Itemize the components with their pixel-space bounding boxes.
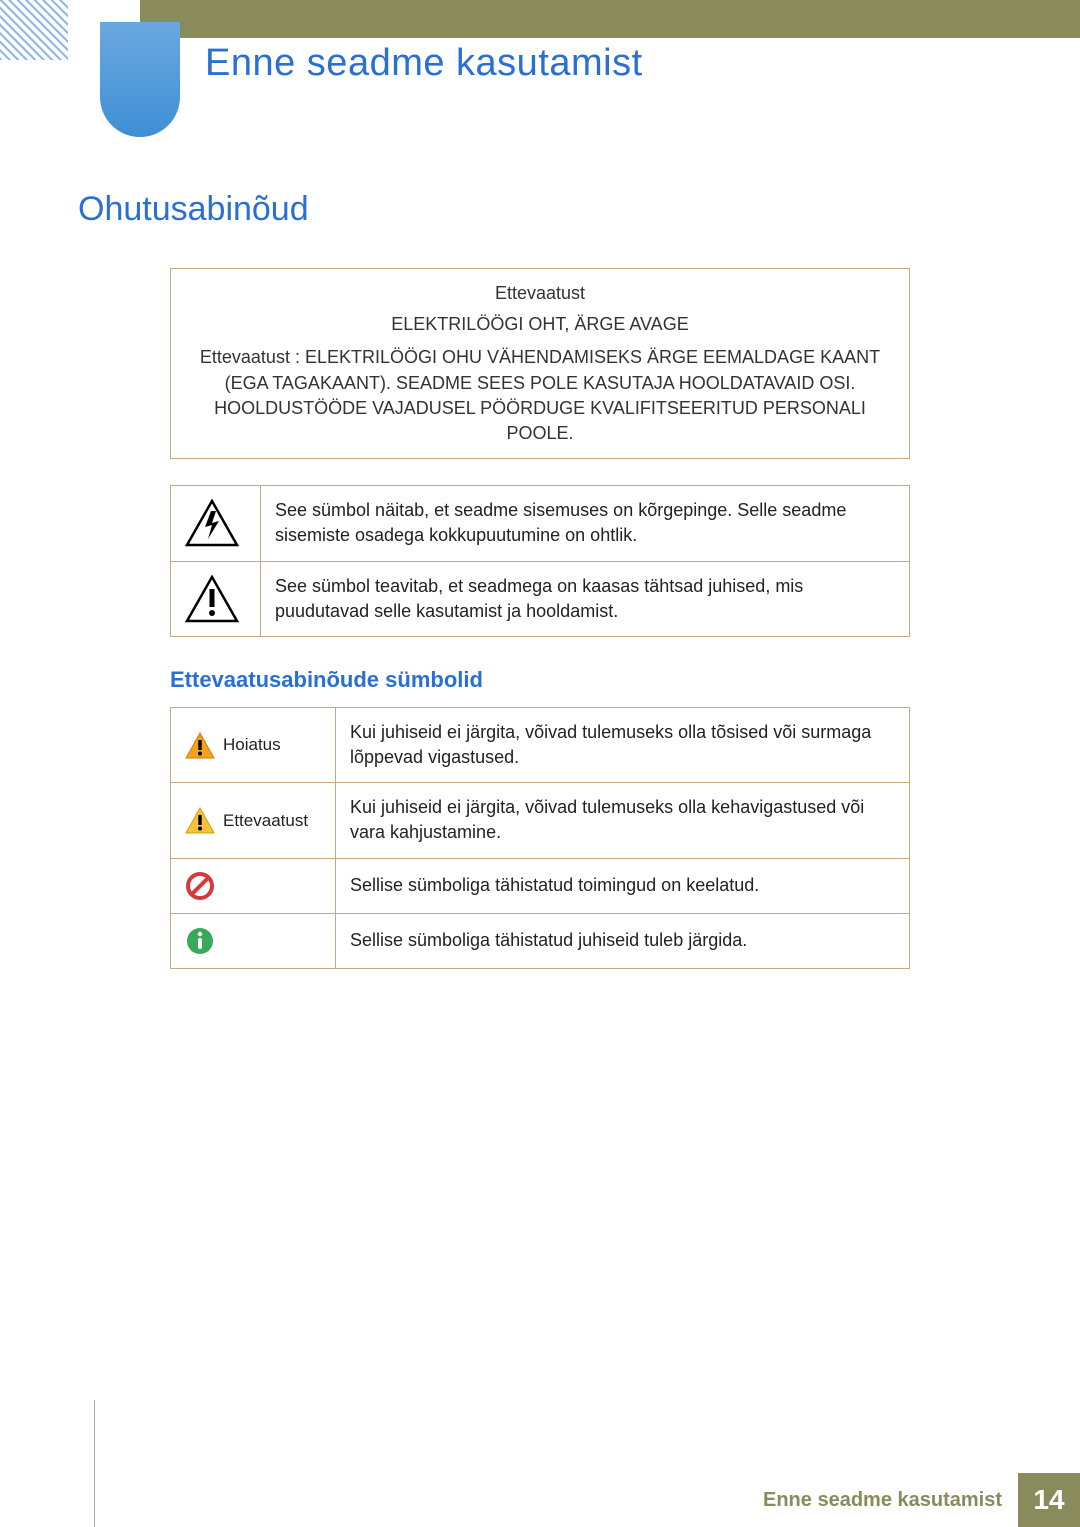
high-voltage-text: See sümbol näitab, et seadme sisemuses o… (261, 486, 910, 561)
table-row: Hoiatus Kui juhiseid ei järgita, võivad … (171, 707, 910, 782)
subheading-symbols: Ettevaatusabinõude sümbolid (170, 667, 910, 693)
caution-line3: Ettevaatust : ELEKTRILÖÖGI OHU VÄHENDAMI… (187, 345, 893, 446)
left-vertical-rule (94, 1400, 95, 1527)
legend-mandatory-cell (171, 913, 336, 968)
prohibited-circle-icon (185, 871, 215, 901)
caution-line2: ELEKTRILÖÖGI OHT, ÄRGE AVAGE (187, 312, 893, 337)
section-title: Ohutusabinõud (78, 190, 309, 229)
warning-orange-triangle-icon (185, 732, 215, 759)
legend-prohibited-text: Sellise sümboliga tähistatud toimingud o… (336, 858, 910, 913)
table-row: See sümbol näitab, et seadme sisemuses o… (171, 486, 910, 561)
exclamation-triangle-icon (185, 575, 239, 623)
caution-yellow-triangle-icon (185, 807, 215, 834)
legend-warning-text: Kui juhiseid ei järgita, võivad tulemuse… (336, 707, 910, 782)
legend-caution-text: Kui juhiseid ei järgita, võivad tulemuse… (336, 783, 910, 858)
chapter-title: Enne seadme kasutamist (205, 42, 643, 85)
high-voltage-icon-cell (171, 486, 261, 561)
footer-page-number: 14 (1018, 1473, 1080, 1527)
table-row: See sümbol teavitab, et seadmega on kaas… (171, 561, 910, 636)
info-green-circle-icon (185, 926, 215, 956)
content-area: Ettevaatust ELEKTRILÖÖGI OHT, ÄRGE AVAGE… (170, 268, 910, 969)
legend-caution-label: Ettevaatust (223, 809, 308, 833)
legend-warning-label: Hoiatus (223, 733, 281, 757)
important-info-icon-cell (171, 561, 261, 636)
chapter-tab-decoration (100, 22, 180, 137)
legend-caution-cell: Ettevaatust (171, 783, 336, 858)
legend-warning-cell: Hoiatus (171, 707, 336, 782)
page-root: Enne seadme kasutamist Ohutusabinõud Ett… (0, 0, 1080, 1527)
caution-line1: Ettevaatust (187, 281, 893, 306)
corner-hatch-decoration (0, 0, 68, 60)
legend-prohibited-cell (171, 858, 336, 913)
table-row: Sellise sümboliga tähistatud juhiseid tu… (171, 913, 910, 968)
top-olive-band (140, 0, 1080, 38)
important-info-text: See sümbol teavitab, et seadmega on kaas… (261, 561, 910, 636)
footer-chapter-label: Enne seadme kasutamist (763, 1489, 1002, 1512)
high-voltage-triangle-icon (185, 499, 239, 547)
symbol-explanation-table: See sümbol näitab, et seadme sisemuses o… (170, 485, 910, 637)
legend-table: Hoiatus Kui juhiseid ei järgita, võivad … (170, 707, 910, 969)
page-footer: Enne seadme kasutamist 14 (763, 1473, 1080, 1527)
table-row: Sellise sümboliga tähistatud toimingud o… (171, 858, 910, 913)
caution-box: Ettevaatust ELEKTRILÖÖGI OHT, ÄRGE AVAGE… (170, 268, 910, 459)
legend-mandatory-text: Sellise sümboliga tähistatud juhiseid tu… (336, 913, 910, 968)
table-row: Ettevaatust Kui juhiseid ei järgita, või… (171, 783, 910, 858)
